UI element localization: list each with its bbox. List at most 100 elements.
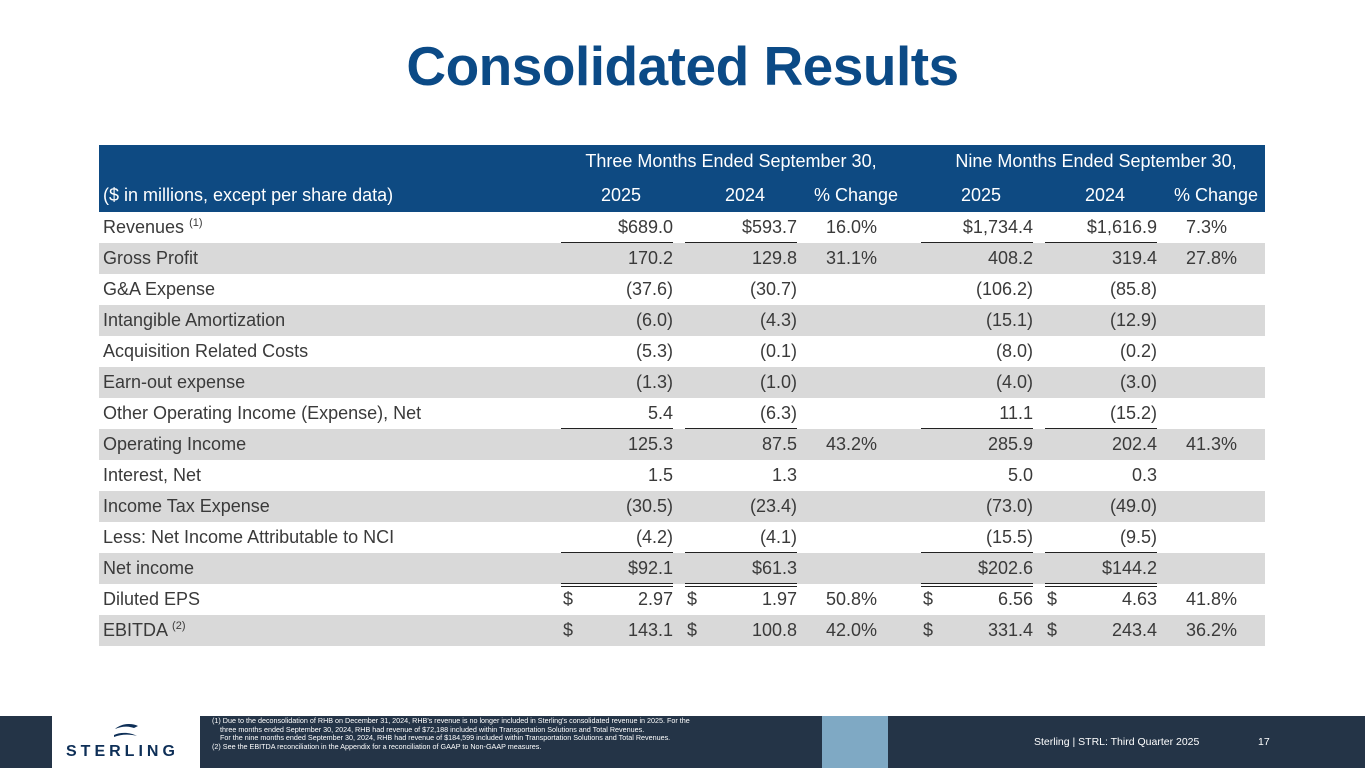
double-underline-rule (561, 583, 673, 587)
dollar-sign: $ (563, 620, 574, 640)
underline-rule (1045, 428, 1157, 429)
row-label: G&A Expense (103, 279, 216, 299)
header-group-three-months: Three Months Ended September 30, (585, 151, 877, 171)
row-label: Revenues (1) (103, 217, 203, 237)
table-body: Revenues (1) $689.0 $593.7 16.0% $1,734.4 $1,… (99, 212, 1265, 646)
row-label: Income Tax Expense (103, 496, 270, 516)
row-label: Earn-out expense (103, 372, 246, 392)
change-cell: 31.1% (826, 248, 878, 268)
table-row: Operating Income 125.3 87.5 43.2% 285.9 202.4… (99, 429, 1265, 460)
row-label: Acquisition Related Costs (103, 341, 309, 361)
underline-rule (685, 242, 797, 243)
dollar-sign: $ (687, 620, 698, 640)
footnote-2: (2) See the EBITDA reconciliation in the… (212, 741, 542, 751)
value-cell: 125.3 (627, 434, 673, 454)
sterling-swoosh-icon (114, 724, 138, 737)
value-cell: $61.3 (751, 558, 797, 578)
double-underline-rule (1045, 583, 1157, 587)
value-cell: $689.0 (617, 217, 673, 237)
value-cell: 1.3 (771, 465, 797, 485)
value-cell: (4.3) (759, 310, 797, 330)
value-cell: 0.3 (1131, 465, 1157, 485)
value-cell: 1.5 (647, 465, 673, 485)
value-cell: (30.5) (625, 496, 673, 516)
value-cell: 5.4 (647, 403, 673, 423)
table-row: G&A Expense (37.6) (30.7) (106.2) (85.8) (99, 274, 1265, 305)
value-cell: 5.0 (1007, 465, 1033, 485)
table-row: Acquisition Related Costs (5.3) (0.1) (8.0)… (99, 336, 1265, 367)
table-row: Interest, Net 1.5 1.3 5.0 0.3 (99, 460, 1265, 491)
header-col-3m-change: % Change (813, 185, 898, 205)
underline-rule (685, 428, 797, 429)
value-cell: 408.2 (987, 248, 1033, 268)
header-group-nine-months: Nine Months Ended September 30, (955, 151, 1237, 171)
footnote-1-line-2: three months ended September 30, 2024, R… (220, 724, 645, 734)
value-cell: (106.2) (975, 279, 1033, 299)
table-row: Earn-out expense (1.3) (1.0) (4.0) (3.0) (99, 367, 1265, 398)
value-cell: 4.63 (1121, 589, 1157, 609)
header-col-3m-2025: 2025 (600, 185, 641, 205)
change-cell: 27.8% (1186, 248, 1238, 268)
header-col-3m-2024: 2024 (724, 185, 765, 205)
value-cell: (49.0) (1109, 496, 1157, 516)
value-cell: (6.3) (759, 403, 797, 423)
double-underline-rule (685, 583, 797, 587)
change-cell: 36.2% (1186, 620, 1238, 640)
page-title: Consolidated Results (406, 35, 959, 97)
dollar-sign: $ (923, 620, 934, 640)
value-cell: 331.4 (987, 620, 1033, 640)
table-row: Net income $92.1 $61.3 $202.6 $144.2 (99, 553, 1265, 584)
change-cell: 41.8% (1186, 589, 1238, 609)
value-cell: (73.0) (985, 496, 1033, 516)
footnote-1-line-1: (1) Due to the deconsolidation of RHB on… (212, 716, 690, 725)
value-cell: 170.2 (627, 248, 673, 268)
table-row: Diluted EPS 2.97 1.97 50.8% 6.56 4.63 41.8% $ $ $… (99, 584, 1265, 615)
value-cell: (5.3) (635, 341, 673, 361)
value-cell: (15.1) (985, 310, 1033, 330)
value-cell: (4.0) (995, 372, 1033, 392)
page-number: 17 (1258, 736, 1270, 748)
table-row: Other Operating Income (Expense), Net 5.4… (99, 398, 1265, 429)
change-cell: 16.0% (826, 217, 878, 237)
value-cell: 202.4 (1111, 434, 1157, 454)
underline-rule (561, 242, 673, 243)
results-table: Three Months Ended September 30, Nine Mo… (99, 145, 1265, 646)
header-col-9m-change: % Change (1173, 185, 1258, 205)
row-label: Net income (103, 558, 195, 578)
value-cell: (1.3) (635, 372, 673, 392)
underline-rule (561, 552, 673, 553)
row-label: Interest, Net (103, 465, 202, 485)
footer-accent (822, 716, 888, 768)
value-cell: (9.5) (1119, 527, 1157, 547)
table-header: Three Months Ended September 30, Nine Mo… (99, 145, 1265, 212)
value-cell: (4.2) (635, 527, 673, 547)
footer-bar (0, 716, 1365, 768)
value-cell: 243.4 (1111, 620, 1157, 640)
value-cell: 319.4 (1111, 248, 1157, 268)
value-cell: 100.8 (751, 620, 797, 640)
value-cell: 6.56 (997, 589, 1033, 609)
change-cell: 7.3% (1186, 217, 1228, 237)
logo-wordmark: STERLING (66, 743, 179, 760)
value-cell: 143.1 (627, 620, 673, 640)
underline-rule (921, 242, 1033, 243)
table-row: Revenues (1) $689.0 $593.7 16.0% $1,734.4 $1,… (99, 212, 1265, 243)
change-cell: 50.8% (826, 589, 878, 609)
underline-rule (921, 428, 1033, 429)
value-cell: (3.0) (1119, 372, 1157, 392)
value-cell: 129.8 (751, 248, 797, 268)
value-cell: $1,734.4 (962, 217, 1033, 237)
table-row: Less: Net Income Attributable to NCI (4.2… (99, 522, 1265, 553)
value-cell: $202.6 (977, 558, 1033, 578)
logo: STERLING (52, 716, 200, 768)
row-label: Gross Profit (103, 248, 199, 268)
change-cell: 41.3% (1186, 434, 1238, 454)
value-cell: (4.1) (759, 527, 797, 547)
value-cell: (8.0) (995, 341, 1033, 361)
underline-rule (921, 552, 1033, 553)
dollar-sign: $ (1047, 589, 1058, 609)
header-col-9m-2025: 2025 (960, 185, 1001, 205)
value-cell: (30.7) (749, 279, 797, 299)
value-cell: 11.1 (999, 403, 1033, 423)
dollar-sign: $ (563, 589, 574, 609)
